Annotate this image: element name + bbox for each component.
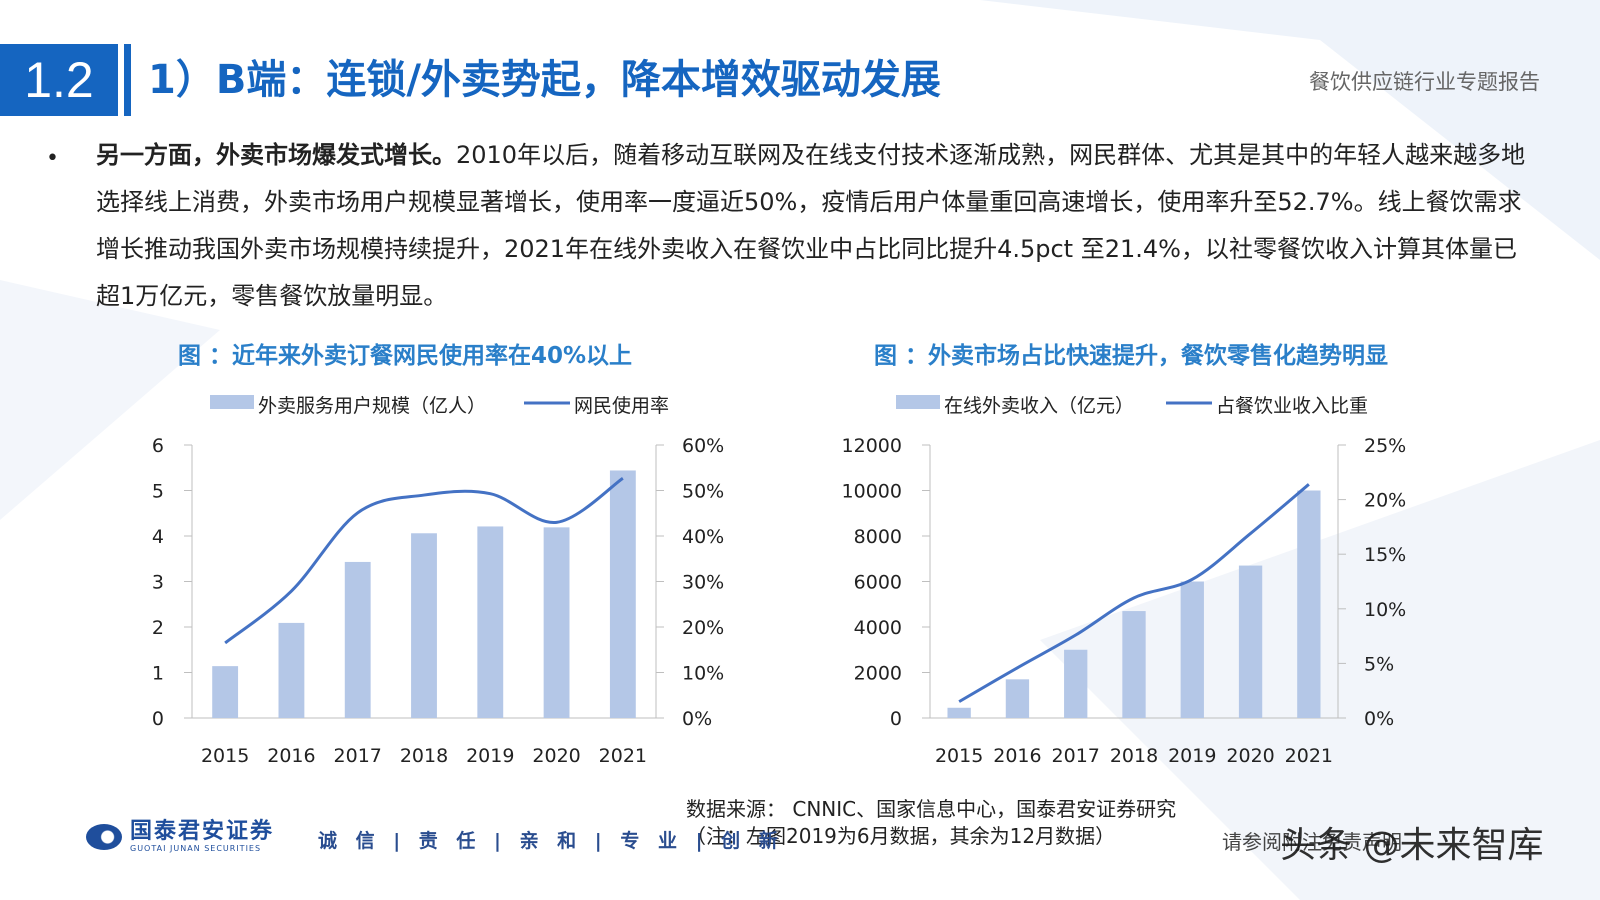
- x-tick-label: 2020: [1226, 745, 1274, 767]
- y-tick-label-right: 10%: [682, 663, 724, 685]
- bar: [1122, 611, 1146, 718]
- report-name: 餐饮供应链行业专题报告: [1309, 70, 1540, 94]
- y-tick-label-right: 0%: [1364, 708, 1394, 730]
- y-tick-label-left: 3: [152, 572, 164, 594]
- disclaimer: 请参阅附注免责声明: [1222, 830, 1402, 854]
- logo-cn-text: 国泰君安证券: [130, 819, 275, 844]
- company-slogan: 诚 信 | 责 任 | 亲 和 | 专 业 | 创 新: [318, 830, 784, 852]
- y-tick-label-right: 0%: [682, 708, 712, 730]
- bar: [1180, 581, 1204, 718]
- bar: [212, 666, 239, 718]
- y-tick-label-left: 12000: [842, 435, 902, 457]
- paragraph-lead: 另一方面，外卖市场爆发式增长。: [96, 141, 456, 169]
- y-tick-label-right: 40%: [682, 526, 724, 548]
- y-tick-label-right: 25%: [1364, 435, 1406, 457]
- y-tick-label-right: 15%: [1364, 544, 1406, 566]
- y-tick-label-left: 0: [890, 708, 902, 730]
- page-title: 1）B端：连锁/外卖势起，降本增效驱动发展: [148, 57, 941, 103]
- y-tick-label-right: 20%: [1364, 490, 1406, 512]
- y-tick-label-left: 2000: [854, 663, 902, 685]
- y-tick-label-right: 50%: [682, 481, 724, 503]
- chart-title-right: 图 ：外卖市场占比快速提升，餐饮零售化趋势明显: [874, 343, 1389, 369]
- bullet-icon: •: [46, 146, 59, 171]
- y-tick-label-left: 6: [152, 435, 164, 457]
- paragraph-text: 2010年以后，随着移动互联网及在线支付技术逐渐成熟，网民群体、尤其是其中的年轻…: [96, 141, 1526, 310]
- y-tick-label-right: 10%: [1364, 599, 1406, 621]
- bar: [1238, 565, 1263, 718]
- usage-rate-chart: 外卖服务用户规模（亿人） 网民使用率01234560%10%20%30%40%50…: [152, 395, 724, 767]
- legend-bar-label: 外卖服务用户规模（亿人）: [258, 395, 486, 417]
- logo-en-text: GUOTAI JUNAN SECURITIES: [130, 844, 262, 853]
- bar: [1005, 679, 1030, 718]
- y-tick-label-right: 5%: [1364, 653, 1394, 675]
- y-tick-label-left: 6000: [854, 572, 902, 594]
- y-tick-label-right: 20%: [682, 617, 724, 639]
- y-tick-label-left: 1: [152, 663, 164, 685]
- legend-bar-label: 在线外卖收入（亿元）: [944, 395, 1134, 417]
- x-tick-label: 2018: [1110, 745, 1158, 767]
- data-source: 数据来源： CNNIC、国家信息中心，国泰君安证券研究（注：左图2019为6月数…: [686, 797, 1177, 848]
- y-tick-label-left: 8000: [854, 526, 902, 548]
- x-tick-label: 2015: [201, 745, 249, 767]
- legend-bar-swatch: [210, 395, 254, 409]
- x-tick-label: 2021: [1285, 745, 1333, 767]
- legend-line-label: 网民使用率: [574, 395, 669, 417]
- legend-line-label: 占餐饮业收入比重: [1216, 395, 1368, 417]
- bar: [344, 561, 371, 718]
- bar: [1064, 649, 1088, 718]
- chart-title-left: 图 ：近年来外卖订餐网民使用率在40%以上: [178, 343, 633, 369]
- x-tick-label: 2016: [267, 745, 315, 767]
- watermark: 头条 @未来智库: [1280, 825, 1544, 866]
- legend-bar-swatch: [896, 395, 940, 409]
- y-tick-label-left: 4: [152, 526, 164, 548]
- y-tick-label-left: 10000: [842, 481, 902, 503]
- bar: [609, 470, 636, 718]
- bar: [1297, 490, 1321, 718]
- bar: [543, 527, 570, 718]
- company-logo: 国泰君安证券 GUOTAI JUNAN SECURITIES: [86, 820, 274, 854]
- y-tick-label-left: 2: [152, 617, 164, 639]
- x-tick-label: 2015: [935, 745, 983, 767]
- section-divider: [124, 44, 131, 116]
- bar: [411, 533, 437, 718]
- bar: [947, 707, 971, 718]
- bar: [477, 526, 504, 718]
- x-tick-label: 2017: [334, 745, 382, 767]
- x-tick-label: 2019: [466, 745, 514, 767]
- x-tick-label: 2016: [993, 745, 1041, 767]
- y-tick-label-left: 0: [152, 708, 164, 730]
- bar: [278, 622, 305, 718]
- x-tick-label: 2021: [599, 745, 647, 767]
- body-paragraph: 另一方面，外卖市场爆发式增长。2010年以后，随着移动互联网及在线支付技术逐渐成…: [96, 132, 1526, 320]
- x-tick-label: 2018: [400, 745, 448, 767]
- y-tick-label-left: 5: [152, 481, 164, 503]
- takeout-share-chart: 在线外卖收入（亿元） 占餐饮业收入比重 0 2000 4000 6000 8000 10000…: [842, 395, 1406, 767]
- logo-mark-icon: [86, 824, 122, 850]
- x-tick-label: 2020: [532, 745, 580, 767]
- x-tick-label: 2019: [1168, 745, 1216, 767]
- section-number: 1.2: [0, 44, 118, 116]
- x-tick-label: 2017: [1052, 745, 1100, 767]
- y-tick-label-right: 60%: [682, 435, 724, 457]
- y-tick-label-right: 30%: [682, 572, 724, 594]
- y-tick-label-left: 4000: [854, 617, 902, 639]
